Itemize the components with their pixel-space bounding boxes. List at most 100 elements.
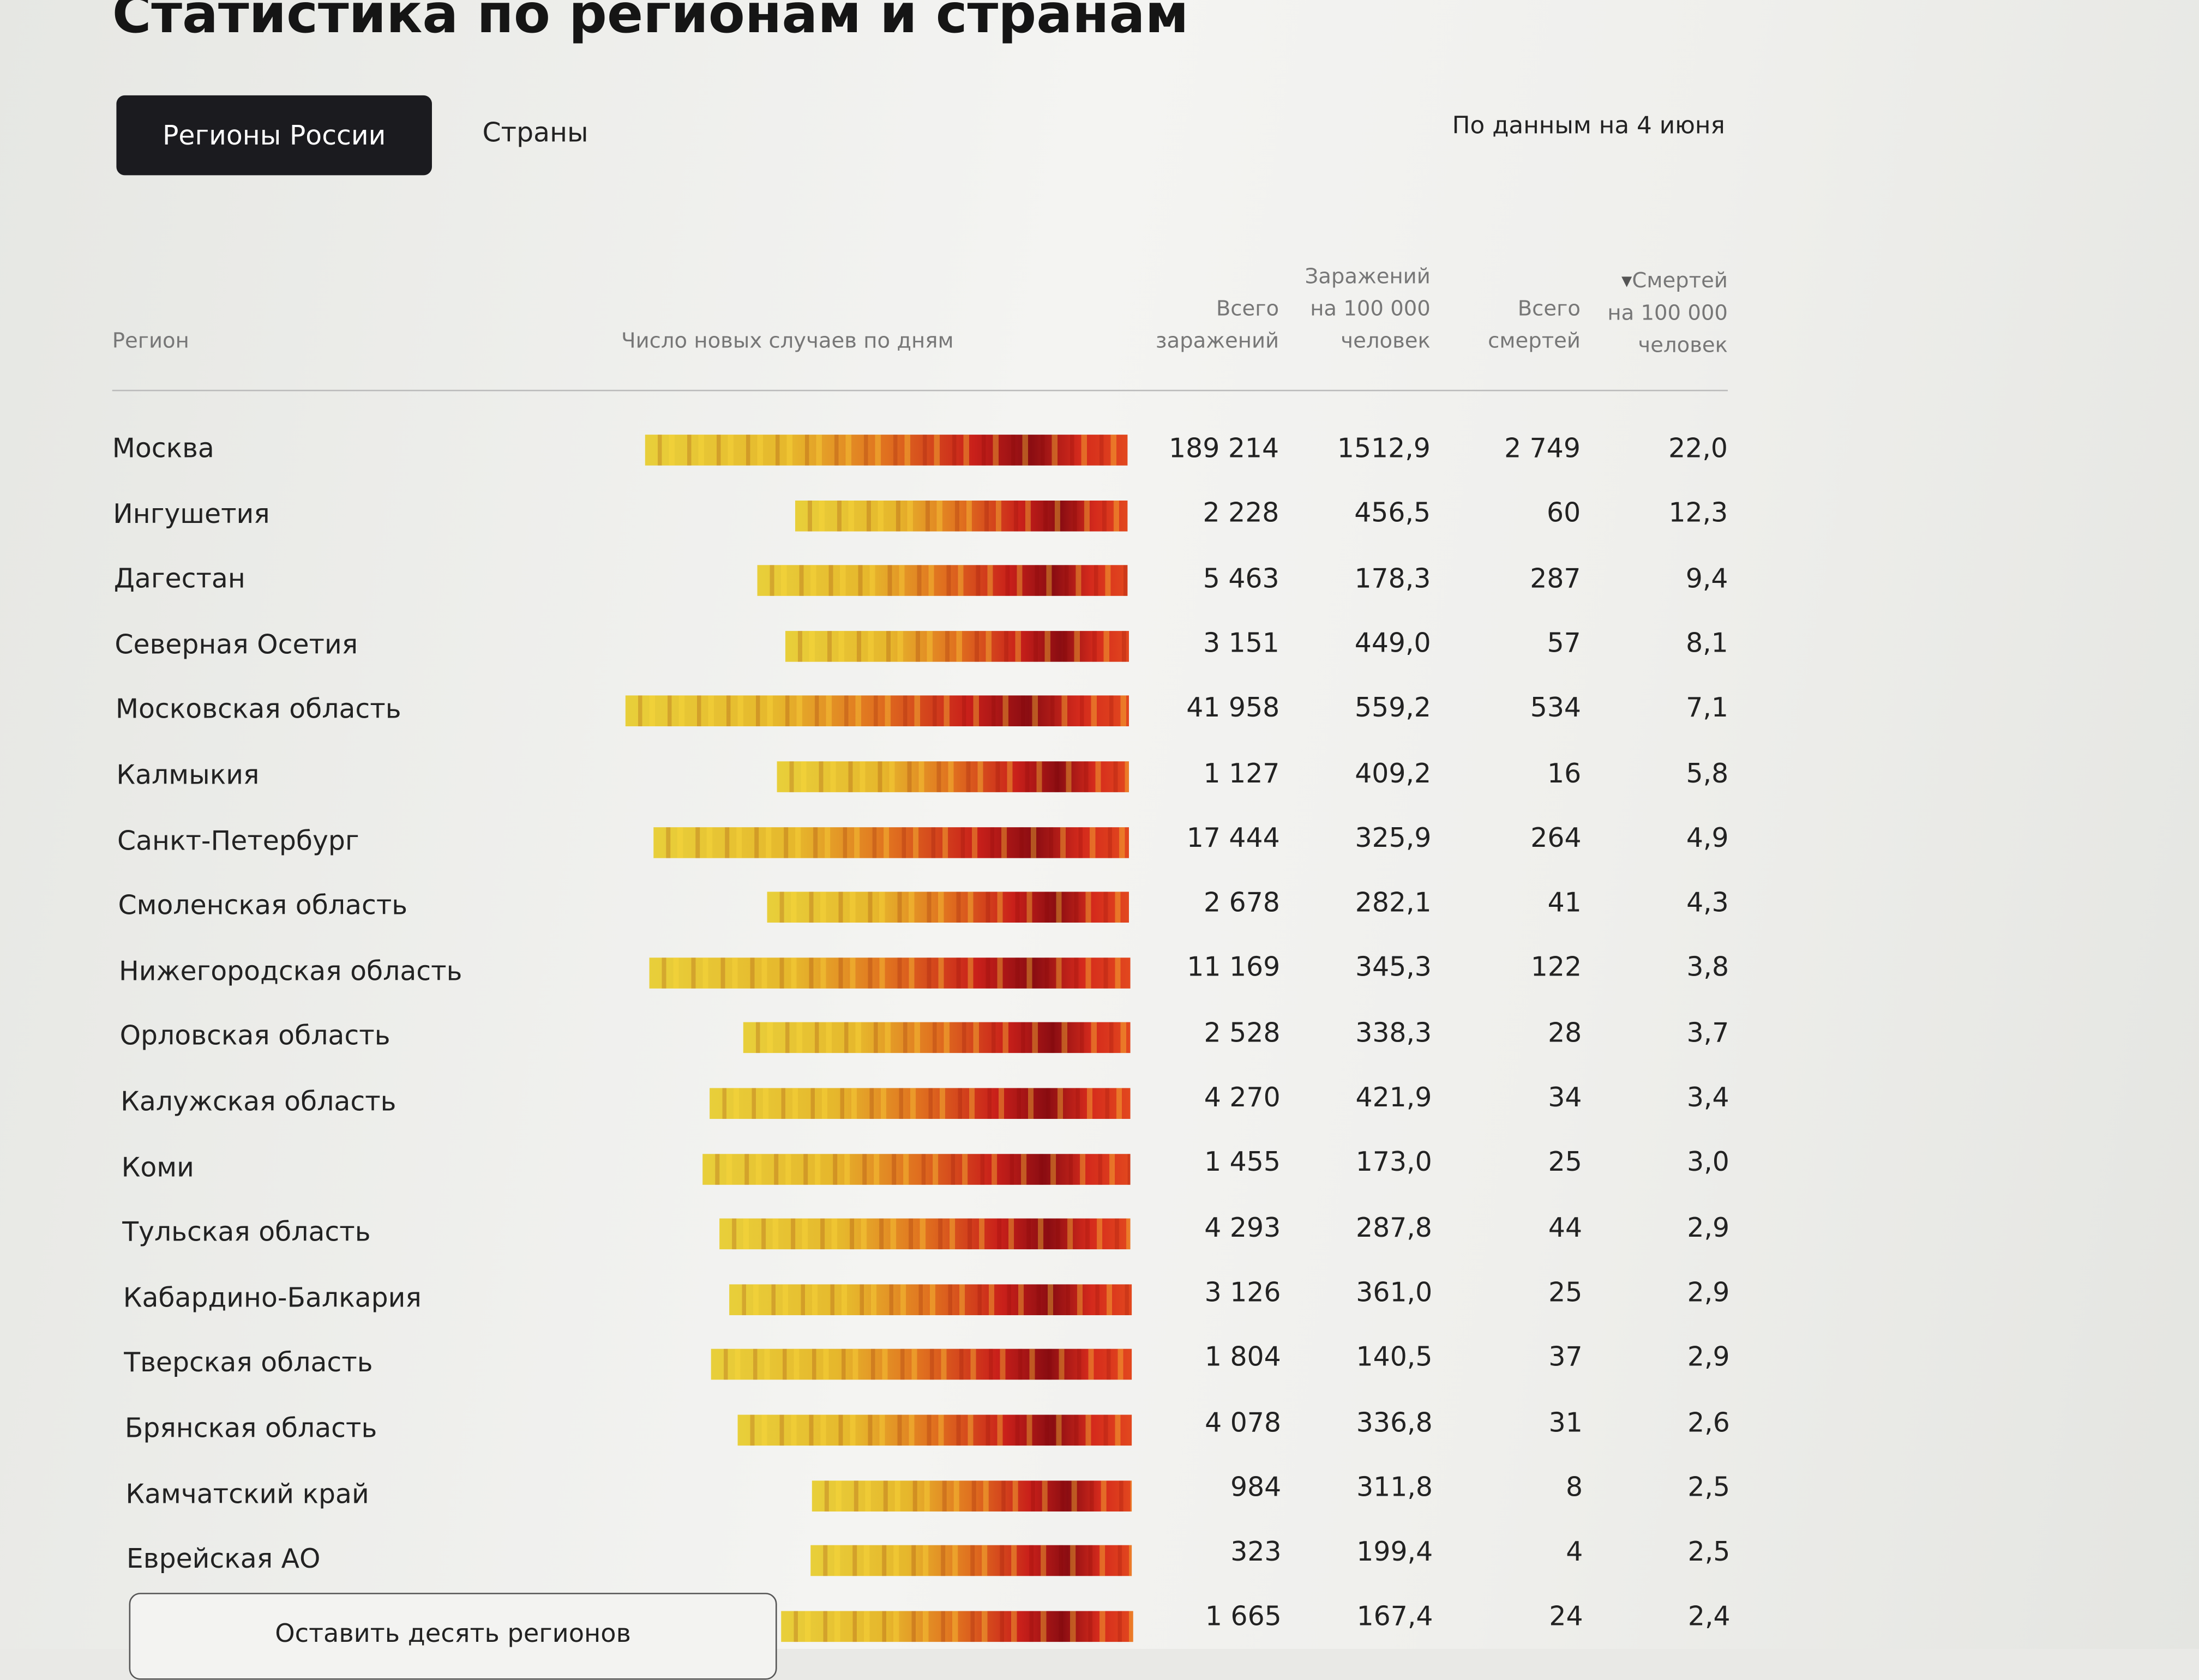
cell-value: 25 [1548, 1147, 1582, 1178]
column-header: Число новых случаев по дням [621, 328, 954, 353]
cell-value: 264 [1530, 822, 1582, 854]
region-name: Камчатский край [125, 1478, 369, 1510]
cell-value: 189 214 [1169, 433, 1279, 465]
region-name: Калужская область [121, 1086, 396, 1118]
cell-value: 7,1 [1686, 693, 1729, 724]
tab[interactable]: Страны [482, 117, 588, 149]
cell-value: 2,5 [1687, 1472, 1731, 1503]
daily-cases-heatmap [810, 1545, 1133, 1576]
cell-value: 2,6 [1687, 1407, 1730, 1438]
cell-value: 338,3 [1355, 1017, 1432, 1049]
cell-value: 4 270 [1204, 1082, 1281, 1113]
region-name: Ингушетия [113, 498, 270, 529]
cell-value: 60 [1547, 498, 1581, 529]
region-name: Калмыкия [116, 760, 260, 791]
daily-cases-heatmap [785, 630, 1128, 662]
cell-value: 5,8 [1686, 757, 1729, 789]
cell-value: 122 [1530, 952, 1582, 984]
cell-value: 1512,9 [1337, 433, 1431, 465]
cell-value: 456,5 [1354, 498, 1431, 529]
cell-value: 28 [1548, 1017, 1582, 1049]
cell-value: 178,3 [1354, 563, 1431, 594]
daily-cases-heatmap [812, 1480, 1132, 1511]
cell-value: 11 169 [1187, 952, 1281, 984]
cell-value: 57 [1547, 628, 1581, 659]
daily-cases-heatmap [653, 827, 1129, 858]
cell-value: 2,9 [1687, 1212, 1730, 1243]
column-header[interactable]: Всего заражений [1155, 296, 1279, 353]
divider [112, 389, 1728, 392]
daily-cases-heatmap [781, 1611, 1133, 1642]
cell-value: 16 [1547, 757, 1582, 789]
cell-value: 4 293 [1204, 1212, 1281, 1243]
region-name: Тверская область [124, 1348, 373, 1379]
cell-value: 449,0 [1354, 628, 1431, 659]
daily-cases-heatmap [767, 892, 1129, 923]
cell-value: 3,0 [1687, 1147, 1729, 1178]
daily-cases-heatmap [625, 696, 1129, 727]
region-name: Коми [121, 1152, 194, 1183]
collapse-button[interactable]: Оставить десять регионов [129, 1593, 777, 1680]
cell-value: 2 228 [1203, 498, 1279, 529]
daily-cases-heatmap [757, 565, 1128, 597]
cell-value: 12,3 [1668, 498, 1728, 529]
column-header[interactable]: Смертей на 100 000 человек [1607, 265, 1728, 362]
cell-value: 534 [1530, 693, 1582, 724]
cell-value: 282,1 [1355, 887, 1432, 919]
cell-value: 24 [1549, 1601, 1583, 1633]
cell-value: 199,4 [1356, 1537, 1433, 1568]
cell-value: 3 151 [1203, 628, 1279, 659]
region-name: Смоленская область [118, 890, 408, 922]
cell-value: 41 [1547, 887, 1582, 919]
cell-value: 22,0 [1668, 433, 1728, 465]
cell-value: 17 444 [1186, 822, 1280, 854]
region-name: Тульская область [122, 1217, 371, 1249]
cell-value: 2,5 [1687, 1537, 1731, 1568]
daily-cases-heatmap [711, 1349, 1132, 1381]
cell-value: 2,9 [1687, 1342, 1730, 1373]
daily-cases-heatmap [737, 1414, 1132, 1446]
cell-value: 9,4 [1685, 563, 1728, 594]
cell-value: 311,8 [1356, 1472, 1433, 1503]
cell-value: 2,9 [1687, 1277, 1730, 1308]
daily-cases-heatmap [649, 957, 1130, 989]
cell-value: 325,9 [1355, 822, 1432, 854]
cell-value: 287 [1530, 563, 1581, 594]
cell-value: 4,9 [1686, 822, 1729, 854]
tab-active[interactable]: Регионы России [116, 95, 432, 176]
region-name: Нижегородская область [119, 956, 462, 987]
column-header: Регион [112, 328, 189, 353]
daily-cases-heatmap [743, 1022, 1131, 1054]
daily-cases-heatmap [777, 761, 1129, 792]
daily-cases-heatmap [702, 1153, 1131, 1184]
cell-value: 361,0 [1356, 1277, 1433, 1308]
column-header[interactable]: Заражений на 100 000 человек [1305, 263, 1431, 353]
cell-value: 34 [1548, 1082, 1582, 1113]
cell-value: 559,2 [1354, 693, 1431, 724]
cell-value: 41 958 [1186, 693, 1280, 724]
cell-value: 4,3 [1686, 887, 1729, 919]
cell-value: 167,4 [1356, 1601, 1433, 1633]
cell-value: 2 678 [1204, 887, 1280, 919]
cell-value: 3,4 [1686, 1082, 1729, 1113]
cell-value: 287,8 [1356, 1212, 1432, 1243]
cell-value: 31 [1548, 1407, 1583, 1438]
region-name: Кабардино-Балкария [123, 1282, 422, 1314]
cell-value: 2 749 [1504, 433, 1581, 465]
cell-value: 3 126 [1204, 1277, 1281, 1308]
region-name: Северная Осетия [115, 629, 358, 660]
cell-value: 5 463 [1203, 563, 1279, 594]
cell-value: 1 804 [1204, 1342, 1281, 1373]
daily-cases-heatmap [710, 1088, 1131, 1119]
cell-value: 421,9 [1355, 1082, 1432, 1113]
cell-value: 25 [1548, 1277, 1583, 1308]
cell-value: 3,7 [1686, 1017, 1729, 1049]
region-name: Еврейская АО [126, 1544, 321, 1575]
region-name: Москва [112, 433, 214, 465]
region-name: Орловская область [119, 1021, 390, 1052]
column-header[interactable]: Всего смертей [1488, 296, 1581, 353]
cell-value: 37 [1548, 1342, 1583, 1373]
cell-value: 2 528 [1204, 1017, 1281, 1049]
